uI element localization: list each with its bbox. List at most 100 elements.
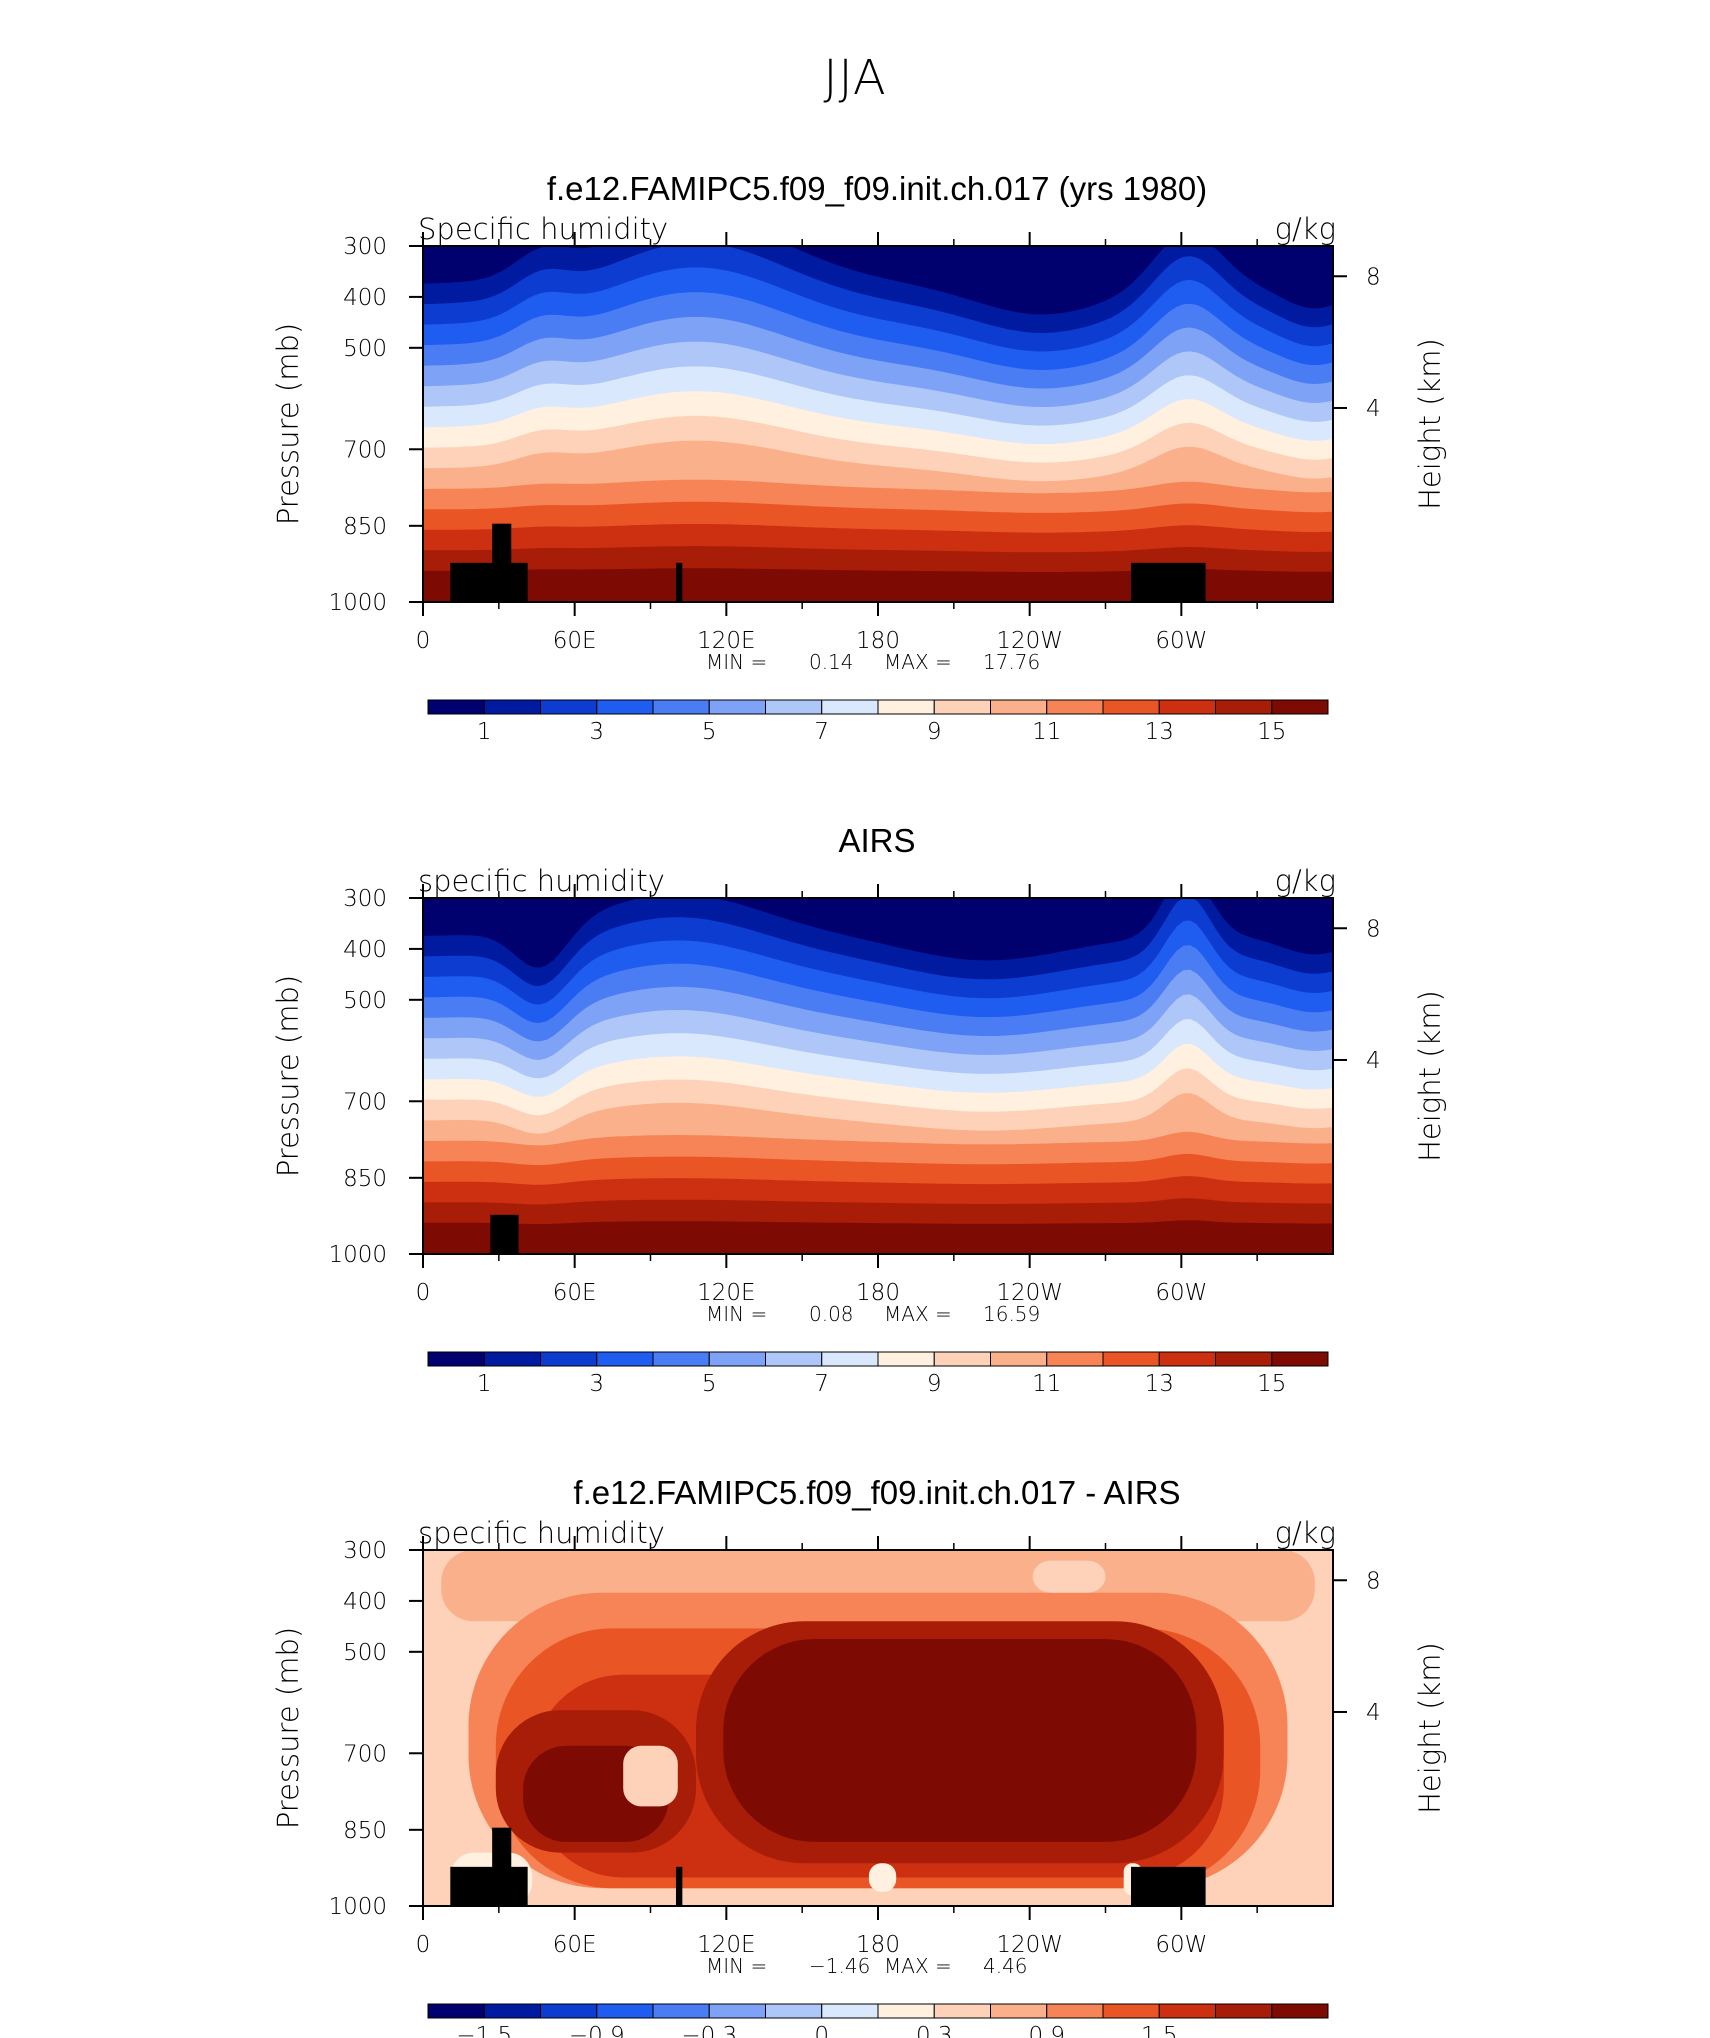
colorbar-label: 1 — [477, 1371, 492, 1397]
colorbar-label: 11 — [1032, 1371, 1061, 1397]
colorbar-swatch — [1046, 1351, 1104, 1367]
y2-tick-label: 8 — [1366, 916, 1381, 942]
terrain-mask — [490, 1214, 519, 1254]
x-tick-label: 120W — [996, 1280, 1063, 1306]
max-label: MAX = — [884, 1954, 952, 1978]
terrain-mask — [1130, 562, 1206, 602]
colorbar-label: 1.5 — [1141, 2023, 1178, 2038]
colorbar-swatch — [821, 699, 879, 715]
contour-band — [1032, 1560, 1106, 1593]
units-label: g/kg — [1275, 864, 1336, 898]
y-tick-label: 700 — [343, 1741, 387, 1767]
chart-panel: f.e12.FAMIPC5.f09_f09.init.ch.017 - AIRS… — [271, 1474, 1447, 2038]
y-tick-label: 1000 — [328, 590, 387, 616]
min-label: MIN = — [706, 650, 767, 674]
x-tick-label: 180 — [856, 1280, 900, 1306]
colorbar-label: 13 — [1145, 719, 1174, 745]
colorbar-swatch — [765, 699, 823, 715]
terrain-mask — [450, 562, 528, 602]
units-label: g/kg — [1275, 1516, 1336, 1550]
colorbar-swatch — [877, 1351, 935, 1367]
panel-title: f.e12.FAMIPC5.f09_f09.init.ch.017 (yrs 1… — [547, 170, 1207, 207]
colorbar-label: −0.9 — [569, 2023, 625, 2038]
colorbar-swatch — [990, 1351, 1048, 1367]
colorbar-swatch — [1102, 2003, 1160, 2019]
colorbar-swatch — [483, 2003, 541, 2019]
terrain-mask — [675, 562, 683, 602]
plot-area — [423, 898, 1333, 1254]
colorbar-label: 0 — [814, 2023, 829, 2038]
y2-axis-label: Height (km) — [1413, 1642, 1447, 1814]
colorbar-swatch — [821, 1351, 879, 1367]
terrain-mask — [492, 523, 512, 602]
y2-axis-label: Height (km) — [1413, 338, 1447, 510]
max-label: MAX = — [884, 650, 952, 674]
panel-title: AIRS — [838, 822, 915, 859]
colorbar-label: 9 — [927, 1371, 942, 1397]
panels: f.e12.FAMIPC5.f09_f09.init.ch.017 (yrs 1… — [271, 170, 1447, 2038]
contour-band — [723, 1639, 1197, 1842]
contour-band — [423, 1220, 1333, 1254]
colorbar-label: −1.5 — [456, 2023, 512, 2038]
terrain-mask — [450, 1866, 528, 1906]
max-value: 16.59 — [983, 1302, 1040, 1326]
colorbar-label: 5 — [702, 1371, 717, 1397]
colorbar-swatch — [1158, 1351, 1216, 1367]
y-tick-label: 1000 — [328, 1242, 387, 1268]
x-tick-label: 60W — [1155, 1280, 1207, 1306]
y-tick-label: 700 — [343, 1089, 387, 1115]
chart-panel: AIRS specific humidity g/kg 0 60E 120E 180 120W… — [271, 822, 1447, 1397]
contour-band — [623, 1745, 678, 1807]
y2-tick-label: 8 — [1366, 264, 1381, 290]
y-tick-label: 300 — [343, 886, 387, 912]
colorbar-label: 0.9 — [1028, 2023, 1065, 2038]
colorbar-swatch — [596, 2003, 654, 2019]
colorbar-label: 5 — [702, 719, 717, 745]
y-tick-label: 500 — [343, 336, 387, 362]
colorbar-label: 13 — [1145, 1371, 1174, 1397]
y-axis-label: Pressure (mb) — [271, 1627, 305, 1829]
colorbar: −1.5 −0.9 −0.3 0 0.3 0.9 1.5 — [427, 2003, 1329, 2038]
y-tick-label: 1000 — [328, 1894, 387, 1920]
colorbar-label: 15 — [1257, 1371, 1286, 1397]
colorbar-swatch — [427, 1351, 485, 1367]
contour-band — [868, 1863, 897, 1892]
y-tick-label: 300 — [343, 234, 387, 260]
contour-band — [423, 568, 1333, 602]
x-tick-label: 180 — [856, 628, 900, 654]
colorbar-swatch — [990, 2003, 1048, 2019]
colorbar-swatch — [1158, 699, 1216, 715]
y-tick-label: 500 — [343, 1640, 387, 1666]
x-tick-label: 120E — [697, 1932, 755, 1958]
variable-label: specific humidity — [418, 1516, 665, 1550]
colorbar-swatch — [821, 2003, 879, 2019]
colorbar-label: 3 — [589, 1371, 604, 1397]
y2-tick-label: 4 — [1366, 1048, 1381, 1074]
y-tick-label: 850 — [343, 1166, 387, 1192]
colorbar-swatch — [877, 2003, 935, 2019]
colorbar-label: −0.3 — [681, 2023, 737, 2038]
x-tick-label: 60W — [1155, 628, 1207, 654]
y-tick-label: 400 — [343, 937, 387, 963]
y-axis-label: Pressure (mb) — [271, 323, 305, 525]
colorbar-swatch — [483, 699, 541, 715]
colorbar: 1 3 5 7 9 11 13 15 — [427, 1351, 1329, 1397]
variable-label: Specific humidity — [418, 212, 668, 246]
colorbar-swatch — [877, 699, 935, 715]
colorbar-label: 15 — [1257, 719, 1286, 745]
colorbar-swatch — [427, 699, 485, 715]
colorbar: 1 3 5 7 9 11 13 15 — [427, 699, 1329, 745]
y2-axis-label: Height (km) — [1413, 990, 1447, 1162]
colorbar-swatch — [596, 699, 654, 715]
y2-tick-label: 8 — [1366, 1568, 1381, 1594]
max-label: MAX = — [884, 1302, 952, 1326]
x-tick-label: 120E — [697, 1280, 755, 1306]
colorbar-swatch — [1271, 2003, 1329, 2019]
x-tick-label: 60E — [553, 628, 597, 654]
terrain-mask — [675, 1866, 683, 1906]
variable-label: specific humidity — [418, 864, 665, 898]
y-tick-label: 400 — [343, 1589, 387, 1615]
min-value: −1.46 — [809, 1954, 870, 1978]
colorbar-swatch — [427, 2003, 485, 2019]
